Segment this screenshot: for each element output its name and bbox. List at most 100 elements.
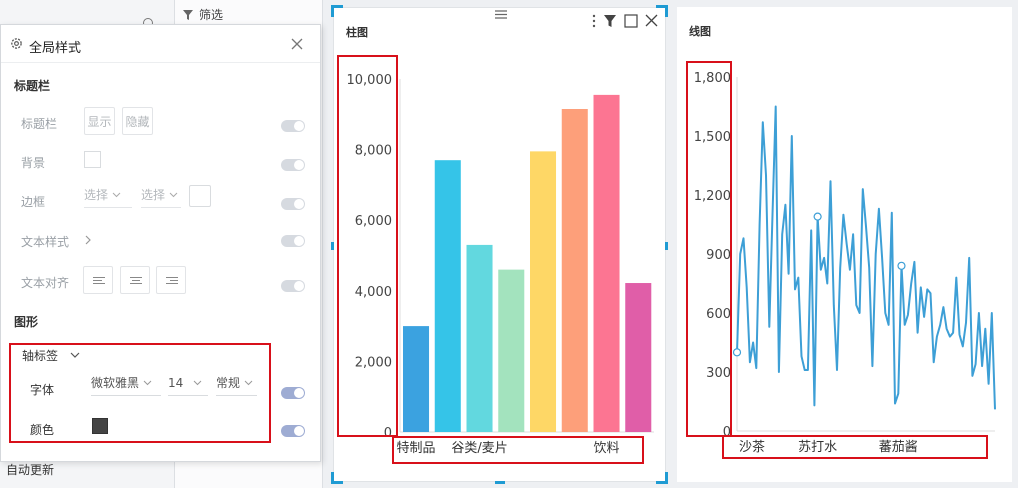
point-marker <box>897 261 906 270</box>
resize-handle[interactable] <box>665 472 668 484</box>
more-icon[interactable] <box>592 14 596 28</box>
font-weight-select[interactable]: 常规 <box>216 370 257 396</box>
panel-header: 全局样式 <box>1 25 320 63</box>
text-align-toggle[interactable] <box>281 280 305 292</box>
resize-handle[interactable] <box>331 472 334 484</box>
resize-handle[interactable] <box>665 5 668 17</box>
axis-label-title[interactable]: 轴标签 <box>22 349 59 363</box>
filter-label: 筛选 <box>199 8 224 22</box>
font-family-select[interactable]: 微软雅黑 <box>91 370 161 396</box>
close-icon[interactable] <box>645 14 658 27</box>
border-style-select[interactable]: 选择 <box>84 182 132 208</box>
x-tick-label: 蕃茄酱 <box>879 440 918 455</box>
line-chart-card[interactable]: 线图 1,800 1,500 1,200 900 600 300 0 沙茶 苏打水 蕃茄酱 <box>677 7 1012 482</box>
text-style-toggle[interactable] <box>281 235 305 247</box>
drag-handle-icon[interactable] <box>494 10 508 19</box>
resize-handle[interactable] <box>331 5 343 8</box>
align-center-button[interactable] <box>120 266 150 294</box>
background-toggle[interactable] <box>281 159 305 171</box>
y-tick-label: 1,500 <box>694 130 731 145</box>
x-tick-label: 沙茶 <box>739 439 765 455</box>
bar-chart-title: 柱图 <box>346 26 368 39</box>
font-toggle[interactable] <box>281 387 305 399</box>
highlight-box-x-axis <box>392 436 644 464</box>
x-tick-label: 饮料 <box>594 441 620 456</box>
highlight-box-axis <box>9 343 271 443</box>
show-button[interactable]: 显示 <box>84 107 115 135</box>
chevron-down-icon <box>112 192 121 197</box>
highlight-box-y-axis <box>686 61 732 437</box>
line-chart-title: 线图 <box>689 25 711 38</box>
x-tick-label: 谷类/麦片 <box>451 441 507 456</box>
titlebar-label: 标题栏 <box>21 117 58 131</box>
funnel-icon[interactable] <box>604 15 616 27</box>
y-tick-label: 2,000 <box>355 355 392 370</box>
font-family-value: 微软雅黑 <box>91 376 140 390</box>
filter-button[interactable]: 筛选 <box>183 6 223 23</box>
resize-handle[interactable] <box>495 481 505 484</box>
bar <box>625 283 652 432</box>
resize-handle[interactable] <box>331 5 334 17</box>
point-marker <box>732 348 742 357</box>
y-tick-label: 10,000 <box>347 73 393 88</box>
section-graphics: 图形 <box>14 315 39 329</box>
font-size-value: 14 <box>168 375 184 390</box>
font-weight-value: 常规 <box>216 376 241 390</box>
chevron-right-icon[interactable] <box>84 235 92 245</box>
chevron-down-icon <box>169 192 178 197</box>
text-align-label: 文本对齐 <box>21 276 70 290</box>
background-label: 背景 <box>21 156 46 170</box>
section-titlebar: 标题栏 <box>14 79 51 93</box>
close-icon[interactable] <box>291 38 303 50</box>
border-style-value: 选择 <box>84 188 109 202</box>
auto-update-label[interactable]: 自动更新 <box>6 463 55 477</box>
bar <box>561 109 588 432</box>
border-label: 边框 <box>21 195 46 209</box>
bar-chart-card[interactable]: 柱图 10,000 8,000 6,000 4,000 2,000 0 特制品 谷类/麦片 饮料 <box>333 7 666 482</box>
titlebar-toggle[interactable] <box>281 120 305 132</box>
bar <box>498 269 525 432</box>
bar <box>530 151 557 433</box>
text-style-label[interactable]: 文本样式 <box>21 235 70 249</box>
font-size-select[interactable]: 14 <box>168 370 208 396</box>
y-tick-label: 0 <box>723 425 731 440</box>
maximize-icon[interactable] <box>624 14 638 28</box>
hide-button[interactable]: 隐藏 <box>122 107 153 135</box>
funnel-icon <box>183 9 193 20</box>
resize-handle[interactable] <box>331 481 343 484</box>
color-toggle[interactable] <box>281 425 305 437</box>
chevron-down-icon <box>193 380 202 385</box>
chevron-down-icon[interactable] <box>70 352 80 359</box>
y-tick-label: 6,000 <box>355 214 392 229</box>
resize-handle[interactable] <box>656 5 668 8</box>
align-left-button[interactable] <box>83 266 113 294</box>
border-color-box[interactable] <box>189 185 211 207</box>
resize-handle[interactable] <box>656 481 668 484</box>
border-toggle[interactable] <box>281 198 305 210</box>
chevron-down-icon <box>244 380 253 385</box>
bar <box>593 94 620 432</box>
background-color-box[interactable] <box>84 151 101 168</box>
gear-icon <box>11 38 22 49</box>
y-tick-label: 4,000 <box>355 285 392 300</box>
highlight-box-x-axis <box>722 435 988 459</box>
y-tick-label: 0 <box>384 426 392 441</box>
panel-title: 全局样式 <box>29 41 82 56</box>
resize-handle[interactable] <box>665 242 668 250</box>
border-width-select[interactable]: 选择 <box>141 182 181 208</box>
resize-handle[interactable] <box>331 242 334 250</box>
y-tick-label: 300 <box>706 366 731 381</box>
line-chart-svg: 1,800 1,500 1,200 900 600 300 0 沙茶 苏打水 蕃茄酱 <box>686 61 996 459</box>
highlight-box-y-axis <box>337 55 398 437</box>
y-tick-label: 900 <box>706 248 731 263</box>
x-tick-label: 苏打水 <box>798 439 837 455</box>
bar <box>434 160 461 432</box>
y-tick-label: 600 <box>706 307 731 322</box>
color-label: 颜色 <box>30 423 55 437</box>
align-right-button[interactable] <box>156 266 186 294</box>
global-style-panel: 全局样式 标题栏 标题栏 显示 隐藏 背景 边框 选择 选择 文本样式 文本对齐… <box>0 24 321 462</box>
x-tick-label: 特制品 <box>397 441 436 456</box>
font-label: 字体 <box>30 383 55 397</box>
color-swatch[interactable] <box>92 418 108 434</box>
bar-chart-svg: 10,000 8,000 6,000 4,000 2,000 0 特制品 谷类/麦片 饮料 <box>337 55 654 464</box>
